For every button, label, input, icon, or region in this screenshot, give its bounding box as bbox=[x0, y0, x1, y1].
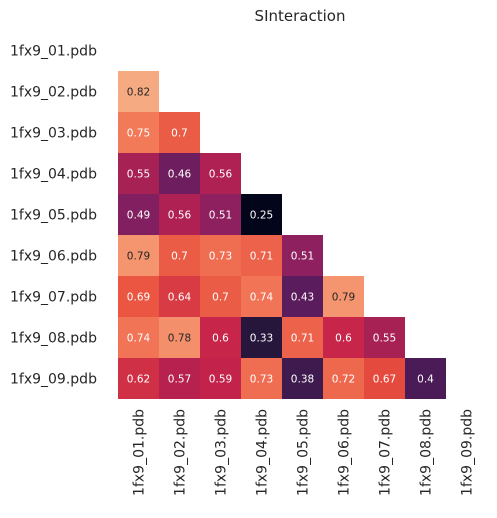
heatmap-cell bbox=[159, 317, 200, 358]
chart-title: SInteraction bbox=[255, 7, 346, 25]
heatmap-cell bbox=[159, 194, 200, 235]
heatmap-cell bbox=[200, 153, 241, 194]
cell-value-label: 0.46 bbox=[168, 169, 192, 181]
cell-value-label: 0.73 bbox=[209, 251, 232, 263]
heatmap-cell bbox=[241, 194, 282, 235]
cell-value-label: 0.67 bbox=[373, 374, 396, 386]
cell-value-label: 0.59 bbox=[209, 374, 232, 386]
heatmap-cell bbox=[241, 317, 282, 358]
heatmap-cell bbox=[118, 112, 159, 153]
heatmap-cell bbox=[118, 358, 159, 399]
cell-value-label: 0.79 bbox=[332, 292, 355, 304]
cell-value-label: 0.74 bbox=[127, 333, 151, 345]
heatmap-cell bbox=[159, 112, 200, 153]
heatmap-cell bbox=[118, 194, 159, 235]
cell-value-label: 0.51 bbox=[291, 251, 314, 263]
heatmap-cell bbox=[323, 317, 364, 358]
heatmap-cell bbox=[118, 276, 159, 317]
column-tick-label: 1fx9_01.pdb bbox=[132, 409, 148, 496]
cell-value-label: 0.78 bbox=[168, 333, 191, 345]
column-tick-label: 1fx9_09.pdb bbox=[460, 409, 476, 496]
cell-value-label: 0.75 bbox=[127, 128, 150, 140]
cell-value-label: 0.57 bbox=[168, 374, 191, 386]
heatmap-cell bbox=[323, 276, 364, 317]
cell-value-label: 0.82 bbox=[127, 87, 150, 99]
cell-value-label: 0.73 bbox=[250, 374, 273, 386]
heatmap-cell bbox=[241, 276, 282, 317]
column-tick-label: 1fx9_03.pdb bbox=[214, 409, 230, 496]
heatmap-cell bbox=[118, 153, 159, 194]
cell-value-label: 0.71 bbox=[291, 333, 314, 345]
cell-value-label: 0.72 bbox=[332, 374, 355, 386]
column-tick-label: 1fx9_04.pdb bbox=[255, 409, 271, 496]
heatmap-cell bbox=[241, 235, 282, 276]
cell-value-label: 0.7 bbox=[171, 128, 188, 140]
heatmap-cell bbox=[200, 276, 241, 317]
row-tick-label: 1fx9_04.pdb bbox=[10, 167, 97, 183]
heatmap-cell bbox=[364, 358, 405, 399]
heatmap-cell bbox=[159, 235, 200, 276]
cell-value-label: 0.7 bbox=[212, 292, 229, 304]
heatmap-cell bbox=[159, 276, 200, 317]
heatmap-cells: 0.82 0.75 0.7 0.55 0.46 0.56 0.49 0.56 0.51 0.25 0… bbox=[118, 71, 446, 399]
column-tick-label: 1fx9_06.pdb bbox=[337, 409, 353, 496]
row-tick-labels: 1fx9_01.pdb 1fx9_02.pdb 1fx9_03.pdb 1fx9_04… bbox=[10, 44, 97, 388]
row-tick-label: 1fx9_07.pdb bbox=[10, 290, 97, 306]
cell-value-label: 0.4 bbox=[417, 374, 434, 386]
heatmap-cell bbox=[405, 358, 446, 399]
cell-value-label: 0.74 bbox=[250, 292, 274, 304]
heatmap-cell bbox=[118, 317, 159, 358]
heatmap-cell bbox=[200, 235, 241, 276]
cell-value-label: 0.56 bbox=[209, 169, 233, 181]
heatmap-cell bbox=[282, 358, 323, 399]
row-tick-label: 1fx9_03.pdb bbox=[10, 126, 97, 142]
heatmap-cell bbox=[241, 358, 282, 399]
cell-value-label: 0.51 bbox=[209, 210, 232, 222]
cell-value-label: 0.55 bbox=[127, 169, 150, 181]
cell-value-label: 0.38 bbox=[291, 374, 314, 386]
heatmap-cell bbox=[364, 317, 405, 358]
column-tick-label: 1fx9_02.pdb bbox=[173, 409, 189, 496]
heatmap-cell bbox=[159, 153, 200, 194]
heatmap-cell bbox=[118, 235, 159, 276]
row-tick-label: 1fx9_08.pdb bbox=[10, 331, 97, 347]
heatmap-cell bbox=[282, 276, 323, 317]
cell-value-label: 0.56 bbox=[168, 210, 192, 222]
heatmap-cell bbox=[282, 317, 323, 358]
cell-value-label: 0.33 bbox=[250, 333, 273, 345]
column-tick-label: 1fx9_08.pdb bbox=[419, 409, 435, 496]
cell-value-label: 0.49 bbox=[127, 210, 150, 222]
cell-value-label: 0.55 bbox=[373, 333, 396, 345]
heatmap-cell bbox=[323, 358, 364, 399]
cell-value-label: 0.43 bbox=[291, 292, 314, 304]
cell-value-label: 0.69 bbox=[127, 292, 150, 304]
cell-value-label: 0.79 bbox=[127, 251, 150, 263]
cell-value-label: 0.64 bbox=[168, 292, 192, 304]
cell-value-label: 0.6 bbox=[335, 333, 352, 345]
heatmap-cell bbox=[200, 358, 241, 399]
row-tick-label: 1fx9_06.pdb bbox=[10, 249, 97, 265]
row-tick-label: 1fx9_05.pdb bbox=[10, 208, 97, 224]
cell-value-label: 0.6 bbox=[212, 333, 229, 345]
column-tick-label: 1fx9_05.pdb bbox=[296, 409, 312, 496]
heatmap-cell bbox=[282, 235, 323, 276]
cell-value-label: 0.7 bbox=[171, 251, 188, 263]
heatmap-cell bbox=[118, 71, 159, 112]
row-tick-label: 1fx9_09.pdb bbox=[10, 372, 97, 388]
heatmap-cell bbox=[159, 358, 200, 399]
heatmap-cell bbox=[200, 317, 241, 358]
column-tick-label: 1fx9_07.pdb bbox=[378, 409, 394, 496]
cell-value-label: 0.62 bbox=[127, 374, 150, 386]
heatmap-cell bbox=[200, 194, 241, 235]
row-tick-label: 1fx9_01.pdb bbox=[10, 44, 97, 60]
row-tick-label: 1fx9_02.pdb bbox=[10, 85, 97, 101]
column-tick-labels: 1fx9_01.pdb 1fx9_02.pdb 1fx9_03.pdb 1fx9_04… bbox=[132, 409, 476, 496]
cell-value-label: 0.25 bbox=[250, 210, 273, 222]
cell-value-label: 0.71 bbox=[250, 251, 273, 263]
